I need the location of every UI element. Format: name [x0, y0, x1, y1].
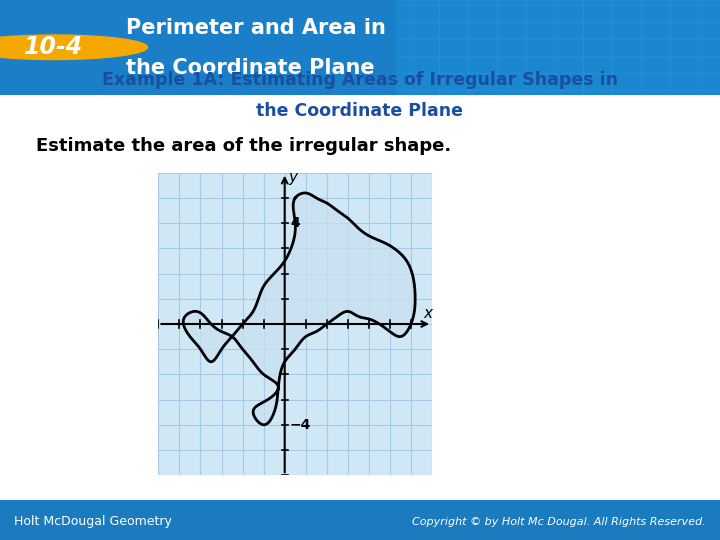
Polygon shape	[183, 193, 415, 425]
Text: 4: 4	[290, 216, 300, 230]
Text: −4: −4	[290, 418, 311, 432]
Bar	[396, 0, 720, 94]
Text: the Coordinate Plane: the Coordinate Plane	[256, 102, 464, 120]
Text: Example 1A: Estimating Areas of Irregular Shapes in: Example 1A: Estimating Areas of Irregula…	[102, 71, 618, 89]
Text: x: x	[423, 306, 432, 321]
Text: Estimate the area of the irregular shape.: Estimate the area of the irregular shape…	[36, 137, 451, 155]
Text: 10-4: 10-4	[24, 35, 84, 59]
Text: the Coordinate Plane: the Coordinate Plane	[126, 58, 374, 78]
Text: Holt McDougal Geometry: Holt McDougal Geometry	[14, 515, 172, 528]
Text: Perimeter and Area in: Perimeter and Area in	[126, 18, 386, 38]
Text: Copyright © by Holt Mc Dougal. All Rights Reserved.: Copyright © by Holt Mc Dougal. All Right…	[412, 517, 706, 527]
Circle shape	[0, 35, 148, 59]
Text: y: y	[289, 170, 297, 185]
